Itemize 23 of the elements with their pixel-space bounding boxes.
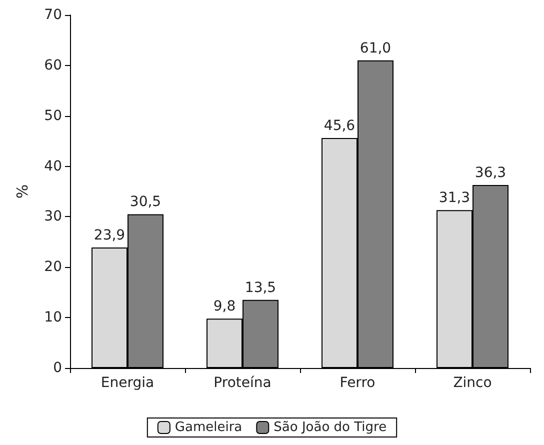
data-label: 9,8	[213, 298, 236, 315]
data-label: 36,3	[474, 164, 506, 181]
data-label: 45,6	[324, 118, 356, 134]
legend-label: Gameleira	[174, 420, 242, 435]
data-label: 30,5	[130, 194, 162, 210]
y-tick-label: 10	[44, 310, 62, 326]
y-tick-label: 30	[44, 208, 62, 225]
y-tick-label: 40	[44, 158, 62, 174]
data-label: 13,5	[244, 280, 276, 296]
x-tick-label: Ferro	[340, 375, 376, 391]
y-tick-label: 0	[53, 360, 62, 376]
y-tick-label: 70	[44, 7, 62, 23]
x-tick-label: Energia	[100, 375, 154, 391]
y-axis-title: %	[14, 184, 32, 199]
y-tick-label: 50	[44, 108, 62, 124]
data-label: 23,9	[94, 227, 126, 244]
x-tick-label: Zinco	[453, 375, 492, 391]
data-label: 61,0	[360, 40, 392, 56]
y-tick-label: 60	[44, 57, 62, 74]
data-label: 31,3	[438, 190, 470, 206]
x-tick-label: Proteína	[214, 375, 272, 391]
y-tick-label: 20	[44, 259, 62, 276]
legend-label: São João do Tigre	[274, 420, 387, 435]
